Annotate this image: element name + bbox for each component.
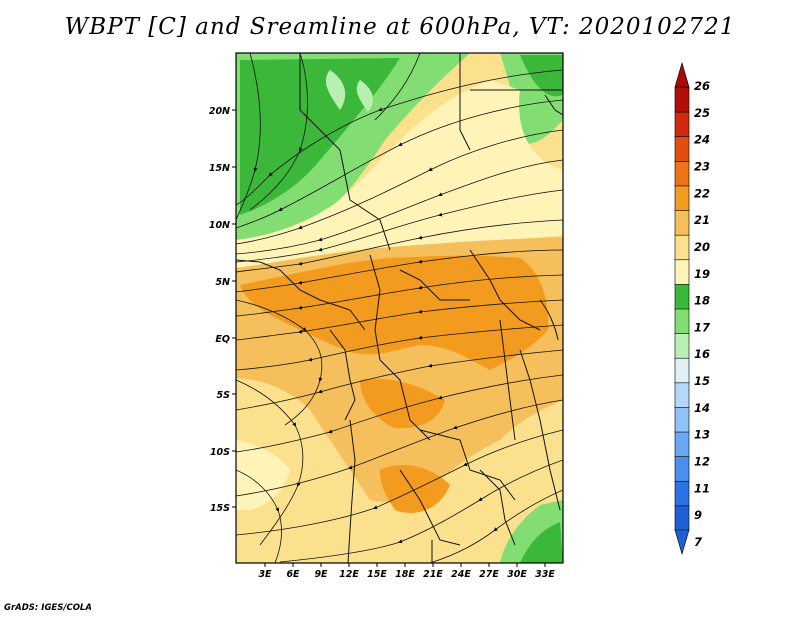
colorbar-label: 18 [694,294,710,308]
colorbar-label: 22 [694,186,710,200]
footer-credit: GrADS: IGES/COLA [4,603,92,613]
longitude-axis [264,563,546,567]
longitude-labels: 3E 6E 9E 12E 15E 18E 21E 24E 27E 30E 33E [258,569,555,580]
lat-tick-label: 15N [209,163,230,174]
colorbar-label: 17 [694,320,710,334]
latitude-labels: 20N 15N 10N 5N EQ 5S 10S 15S [209,106,230,514]
colorbar-swatch [674,283,690,310]
colorbar-label: 11 [694,481,710,495]
colorbar-swatch [674,455,690,482]
colorbar-swatch [674,480,690,507]
colorbar-swatch [674,332,690,359]
colorbar-label: 16 [694,347,710,361]
lat-tick-label: 10N [209,220,230,231]
colorbar-low-arrow [674,529,690,556]
colorbar-swatch [674,185,690,211]
colorbar-label: 21 [694,213,710,227]
colorbar-swatch [674,234,690,261]
lat-tick-label: 10S [210,447,230,458]
colorbar-label: 13 [694,428,710,442]
colorbar-label: 23 [694,159,710,173]
colorbar-label: 25 [694,106,710,120]
lat-tick-label: 20N [209,106,230,117]
colorbar-swatch [674,160,690,187]
lat-tick-label: 5N [215,277,230,288]
lon-tick-label: 6E [286,569,300,580]
colorbar-label: 26 [694,79,710,93]
lon-tick-label: 12E [339,569,359,580]
lon-tick-label: 27E [479,569,499,580]
lon-tick-label: 24E [451,569,471,580]
lon-tick-label: 18E [395,569,415,580]
map-title: WBPT [C] and Sreamline at 600hPa, VT: 20… [64,14,736,40]
colorbar-label: 14 [694,401,710,415]
colorbar-label: 15 [694,374,710,388]
colorbar-label: 9 [694,508,702,522]
country-borders [236,53,563,563]
colorbar-swatch [674,431,690,457]
lat-tick-label: 15S [210,503,230,514]
lat-tick-label: 5S [217,390,231,401]
colorbar-swatch [674,86,690,113]
colorbar-label: 7 [694,535,702,549]
colorbar-swatch [674,111,690,138]
lon-tick-label: 33E [535,569,555,580]
colorbar-swatch [674,357,690,384]
colorbar-swatch [674,135,690,162]
streamlines [236,53,563,563]
colorbar-swatch [674,209,690,236]
lon-tick-label: 30E [507,569,527,580]
colorbar-swatch [674,308,690,334]
latitude-axis [232,109,236,508]
colorbar-label: 19 [694,267,710,281]
colorbar-label: 20 [694,240,710,254]
map-frame [235,52,564,564]
lon-tick-label: 9E [314,569,328,580]
colorbar: 7 9 11 12 13 14 15 16 17 18 19 20 21 22 23 24 25 26 [674,61,710,556]
colorbar-swatch [674,406,690,433]
colorbar-swatch [674,505,690,531]
colorbar-swatch [674,258,690,285]
lon-tick-label: 3E [258,569,272,580]
lon-tick-label: 15E [367,569,387,580]
colorbar-label: 24 [694,133,710,147]
colorbar-high-arrow [674,61,690,88]
lon-tick-label: 21E [423,569,443,580]
lat-tick-label: EQ [215,334,230,345]
colorbar-label: 12 [694,455,710,469]
colorbar-swatch [674,382,690,408]
